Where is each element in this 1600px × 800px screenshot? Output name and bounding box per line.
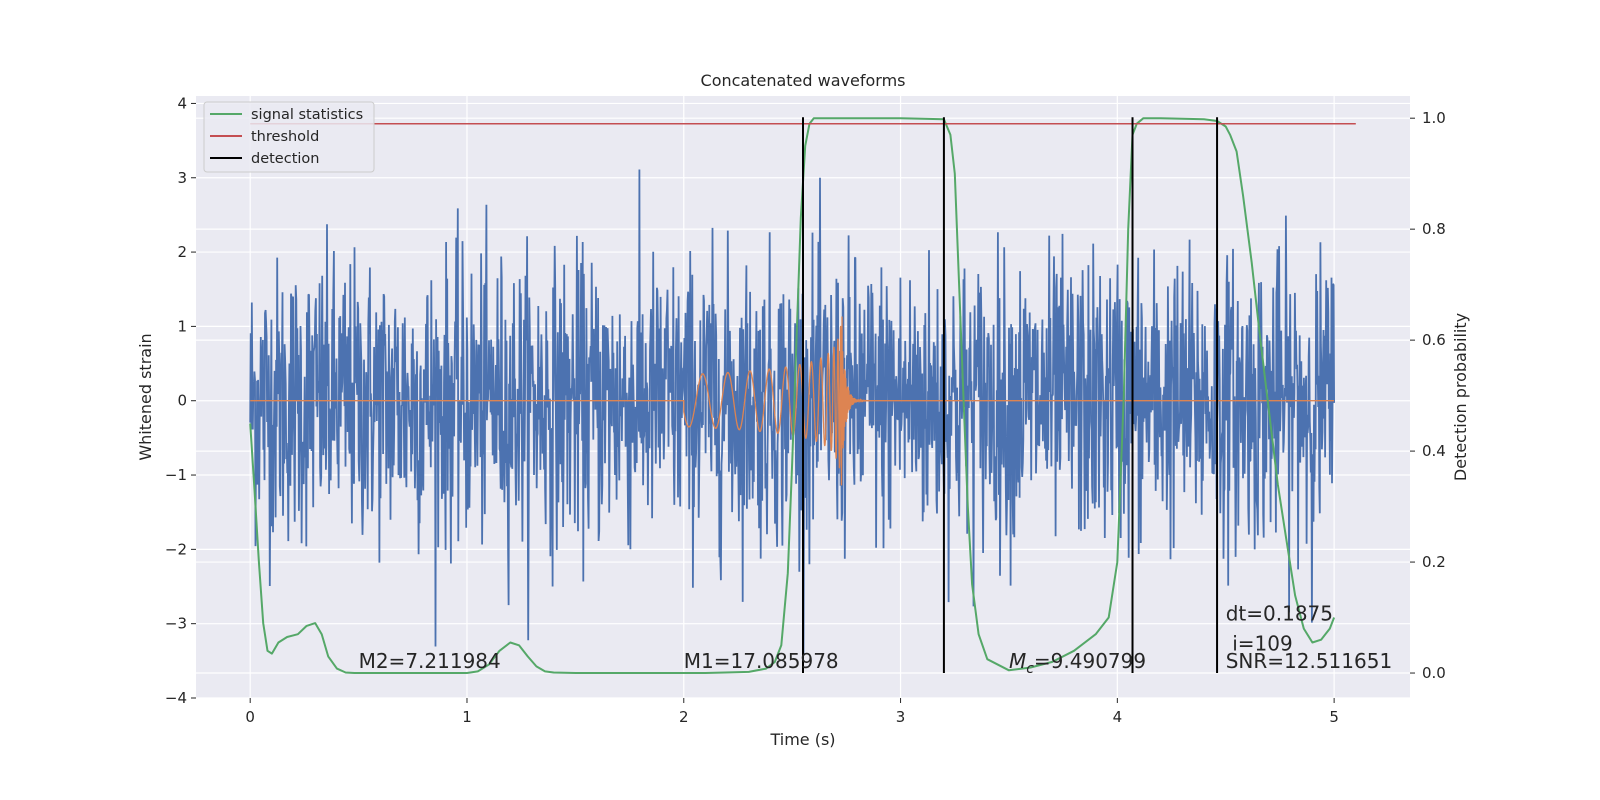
detection-series	[802, 117, 1219, 674]
legend-label-signal-statistics: signal statistics	[251, 107, 363, 123]
template-line	[250, 316, 1335, 486]
signal-statistics-series	[249, 117, 1336, 674]
y2-tick-label: 0.2	[1422, 553, 1446, 571]
y-tick-label: 0	[177, 392, 187, 410]
y-tick-label: −1	[165, 466, 187, 484]
chart-title: Concatenated waveforms	[701, 71, 906, 90]
x-tick-label: 5	[1329, 708, 1339, 726]
x-tick-label: 3	[896, 708, 906, 726]
annotation-text: i=109	[1232, 632, 1293, 656]
y-tick-label: −3	[165, 615, 187, 633]
x-axis-label: Time (s)	[769, 730, 835, 749]
y-tick-label: 4	[177, 94, 187, 112]
strain-line	[249, 169, 1335, 654]
y2-axis-label: Detection probability	[1451, 313, 1470, 481]
x-tick-label: 1	[462, 708, 472, 726]
y-tick-label: 1	[177, 317, 187, 335]
annotation-text: Mc=9.490799	[1009, 649, 1146, 677]
y-tick-label: 3	[177, 169, 187, 187]
legend: signal statistics threshold detection	[203, 101, 375, 173]
template-series	[250, 316, 1335, 486]
x-tick-label: 0	[245, 708, 255, 726]
annotation-text: dt=0.1875	[1226, 601, 1333, 625]
axis-ticks: 0 1 2 3 4 5 4 3 2 1 0 −1 −2 −3 −4 1.0 0.8 0.6 0.4 0.2 0.0	[165, 94, 1446, 726]
x-tick-label: 2	[679, 708, 689, 726]
annotation-text: M2=7.211984	[359, 649, 501, 673]
strain-series	[249, 169, 1335, 654]
legend-label-threshold: threshold	[251, 129, 319, 145]
y2-tick-label: 0.6	[1422, 331, 1446, 349]
y-tick-label: 2	[177, 243, 187, 261]
y-tick-label: −2	[165, 540, 187, 558]
y2-tick-label: 0.4	[1422, 442, 1446, 460]
signal-statistics-line	[249, 117, 1336, 674]
annotation-text: M1=17.085978	[684, 649, 839, 673]
annotation-text: SNR=12.511651	[1226, 649, 1392, 673]
y-axis-label: Whitened strain	[136, 333, 155, 460]
y2-tick-label: 1.0	[1422, 109, 1446, 127]
legend-box	[203, 101, 375, 173]
x-tick-label: 4	[1113, 708, 1123, 726]
y-tick-label: −4	[165, 689, 187, 707]
y2-tick-label: 0.0	[1422, 664, 1446, 682]
y2-tick-label: 0.8	[1422, 220, 1446, 238]
annotations: M2=7.211984 M1=17.085978 Mc=9.490799 dt=0.1…	[359, 601, 1393, 677]
legend-label-detection: detection	[251, 151, 319, 167]
